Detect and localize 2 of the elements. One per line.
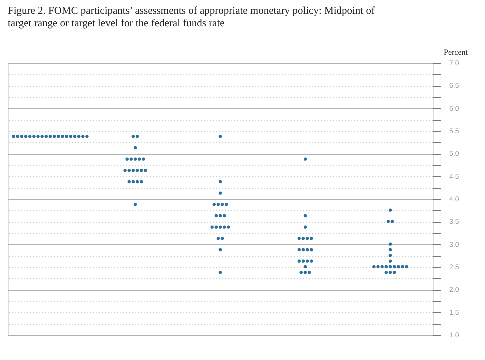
chart-title: Figure 2. FOMC participants’ assessments of appropriate monetary policy: Midpoint of target range or target level for the federal funds rate [8, 6, 376, 30]
y-axis-title: Percent [444, 48, 469, 57]
